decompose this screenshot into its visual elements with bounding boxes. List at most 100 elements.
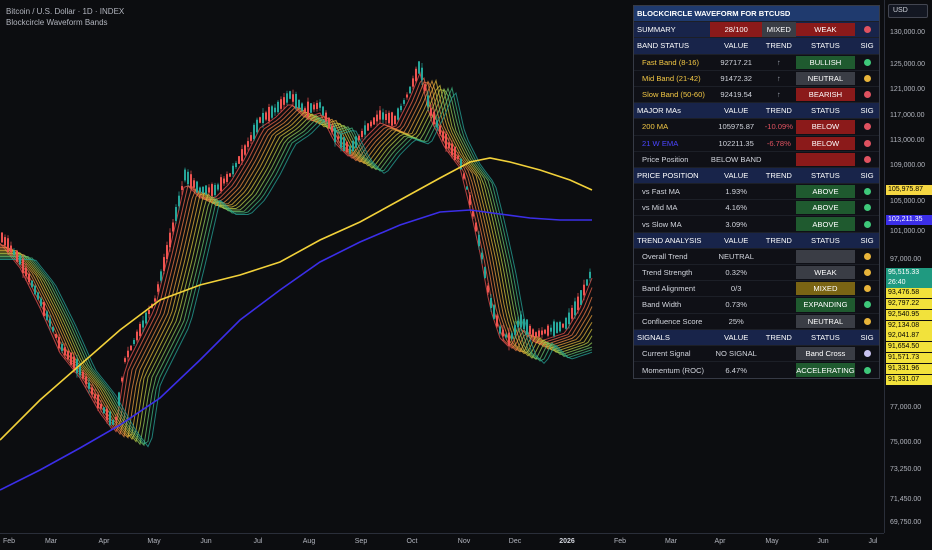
- candle-body: [511, 333, 513, 339]
- candle-body: [103, 407, 105, 414]
- chart-canvas[interactable]: [0, 0, 884, 533]
- time-tick-label: Mar: [664, 538, 678, 545]
- candle-body: [376, 114, 378, 122]
- candle-body: [145, 312, 147, 324]
- dashboard-row: Confluence Score 25% NEUTRAL: [634, 314, 879, 330]
- row-label: Confluence Score: [642, 316, 703, 326]
- row-trend: TREND: [765, 106, 792, 116]
- row-trend: [762, 200, 796, 215]
- currency-button[interactable]: USD: [888, 4, 928, 18]
- candle-body: [58, 337, 60, 349]
- row-value: VALUE: [724, 332, 749, 342]
- row-value: 0.73%: [725, 300, 747, 310]
- candle-body: [211, 184, 213, 196]
- signal-dot-icon: [855, 200, 879, 215]
- candle-body: [46, 311, 48, 321]
- candle-body: [412, 78, 414, 87]
- time-tick-label: May: [147, 538, 161, 545]
- time-tick-label: Jul: [253, 538, 263, 545]
- candle-body: [496, 315, 498, 327]
- signal-dot-icon: [855, 71, 879, 86]
- row-trend: -6.78%: [766, 138, 791, 148]
- price-tag: 105,975.87: [886, 185, 932, 195]
- candle-body: [520, 314, 522, 328]
- row-trend: TREND: [765, 170, 792, 180]
- candle-body: [124, 358, 126, 362]
- candle-body: [379, 110, 381, 120]
- candle-body: [400, 105, 402, 111]
- candle-body: [61, 344, 63, 351]
- candle-body: [337, 136, 339, 140]
- dashboard-row: Mid Band (21-42) 91472.32 ↑ NEUTRAL: [634, 71, 879, 87]
- price-tag: 91,654.50: [886, 342, 932, 352]
- signal-dot-icon: [855, 22, 879, 37]
- candle-body: [505, 334, 507, 338]
- candle-body: [556, 322, 558, 333]
- row-label: vs Mid MA: [642, 203, 678, 213]
- price-tick-label: 101,000.00: [890, 228, 926, 235]
- candle-body: [220, 177, 222, 191]
- dashboard-title-row: BLOCKCIRCLE WAVEFORM FOR BTCUSD: [634, 6, 879, 23]
- candle-body: [214, 184, 216, 196]
- row-status: STATUS: [811, 41, 840, 51]
- candle-body: [274, 107, 276, 113]
- price-chart[interactable]: Bitcoin / U.S. Dollar · 1D · INDEX Block…: [0, 0, 884, 533]
- candle-body: [25, 267, 27, 277]
- row-value: 1.93%: [725, 187, 747, 197]
- price-tick-label: 130,000.00: [890, 29, 926, 36]
- candle-body: [280, 99, 282, 109]
- price-axis[interactable]: 130,000.00 125,000.00 121,000.00 117,000.00…: [884, 0, 932, 533]
- candle-body: [502, 329, 504, 337]
- price-tick-label: 73,250.00: [890, 466, 922, 473]
- candle-body: [589, 271, 591, 279]
- row-label: Fast Band (8-16): [642, 57, 699, 67]
- dashboard-row: Momentum (ROC) 6.47% ACCELERATING: [634, 362, 879, 378]
- row-status: STATUS: [811, 235, 840, 245]
- candle-body: [109, 411, 111, 426]
- candle-body: [463, 173, 465, 179]
- row-status: BULLISH: [795, 55, 856, 69]
- candle-body: [184, 169, 186, 181]
- row-status: NEUTRAL: [795, 71, 856, 85]
- candle-body: [427, 95, 429, 107]
- candle-body: [568, 312, 570, 325]
- row-sig-header: SIG: [860, 235, 874, 245]
- candle-body: [154, 298, 156, 302]
- candle-body: [547, 325, 549, 336]
- row-trend: [762, 281, 796, 296]
- row-value: 4.16%: [725, 203, 747, 213]
- candle-body: [460, 158, 462, 170]
- price-tick-label: 113,000.00: [890, 137, 925, 144]
- row-trend: [762, 314, 796, 329]
- candle-body: [85, 376, 87, 385]
- candle-body: [358, 135, 360, 141]
- time-tick-label: 2026: [559, 538, 575, 545]
- candle-body: [208, 187, 210, 193]
- waveform-band-line: [0, 87, 593, 447]
- waveform-band-line: [0, 88, 593, 443]
- symbol-label[interactable]: Bitcoin / U.S. Dollar · 1D · INDEX: [6, 7, 125, 16]
- candle-body: [265, 112, 267, 120]
- candle-body: [190, 174, 192, 188]
- row-status: BELOW: [795, 136, 856, 150]
- signal-dot-icon: [855, 265, 879, 280]
- price-tag: 91,331.96: [886, 364, 932, 374]
- candle-body: [256, 119, 258, 133]
- time-axis[interactable]: Feb Mar Apr May Jun Jul Aug Sep Oct Nov Dec 2026 Feb…: [0, 533, 884, 550]
- candle-body: [352, 140, 354, 152]
- waveform-band-line: [0, 87, 593, 446]
- candle-body: [43, 301, 45, 317]
- candle-body: [415, 68, 417, 82]
- candle-body: [448, 142, 450, 149]
- row-value: 3.09%: [725, 219, 747, 229]
- row-value: VALUE: [724, 235, 749, 245]
- candle-body: [322, 106, 324, 116]
- candle-body: [169, 232, 171, 248]
- indicator-label[interactable]: Blockcircle Waveform Bands: [6, 18, 108, 27]
- dashboard-row: Band Width 0.73% EXPANDING: [634, 297, 879, 314]
- candle-body: [382, 112, 384, 120]
- candle-body: [373, 117, 375, 125]
- candle-body: [10, 245, 12, 252]
- dashboard-row: Current Signal NO SIGNAL Band Cross: [634, 346, 879, 363]
- dashboard-row: BAND STATUS VALUE TREND STATUS SIG: [634, 38, 879, 55]
